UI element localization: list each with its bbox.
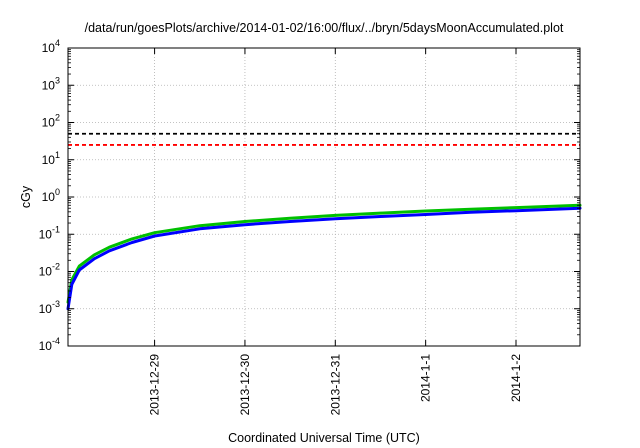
chart-title: /data/run/goesPlots/archive/2014-01-02/1… <box>85 21 564 35</box>
y-tick-label: 103 <box>42 75 60 92</box>
x-tick-label: 2014-1-1 <box>419 354 433 402</box>
y-tick-label: 101 <box>42 150 60 167</box>
y-axis-label: cGy <box>19 185 33 208</box>
y-tick-label: 10-1 <box>39 224 60 241</box>
grid <box>68 48 580 346</box>
x-tick-label: 2013-12-29 <box>148 354 162 416</box>
y-tick-label: 10-3 <box>39 299 60 316</box>
x-tick-label: 2013-12-30 <box>238 354 252 416</box>
x-tick-label: 2013-12-31 <box>328 354 342 416</box>
axis-ticks <box>68 47 580 347</box>
y-tick-label: 10-4 <box>39 336 60 353</box>
x-tick-label: 2014-1-2 <box>509 354 523 402</box>
y-tick-label: 104 <box>42 38 60 55</box>
y-tick-label: 102 <box>42 113 60 130</box>
threshold-lines <box>68 132 580 146</box>
x-tick-labels: 2013-12-29 2013-12-30 2013-12-31 2014-1-1 20… <box>148 354 523 416</box>
y-tick-labels: 10-4 10-3 10-2 10-1 100 101 102 103 104 <box>39 38 60 353</box>
y-tick-label: 100 <box>42 187 60 204</box>
series-lines <box>66 203 582 311</box>
y-tick-label: 10-2 <box>39 262 60 279</box>
x-axis-label: Coordinated Universal Time (UTC) <box>228 431 420 445</box>
series-line <box>66 206 582 311</box>
series-line <box>66 203 582 304</box>
